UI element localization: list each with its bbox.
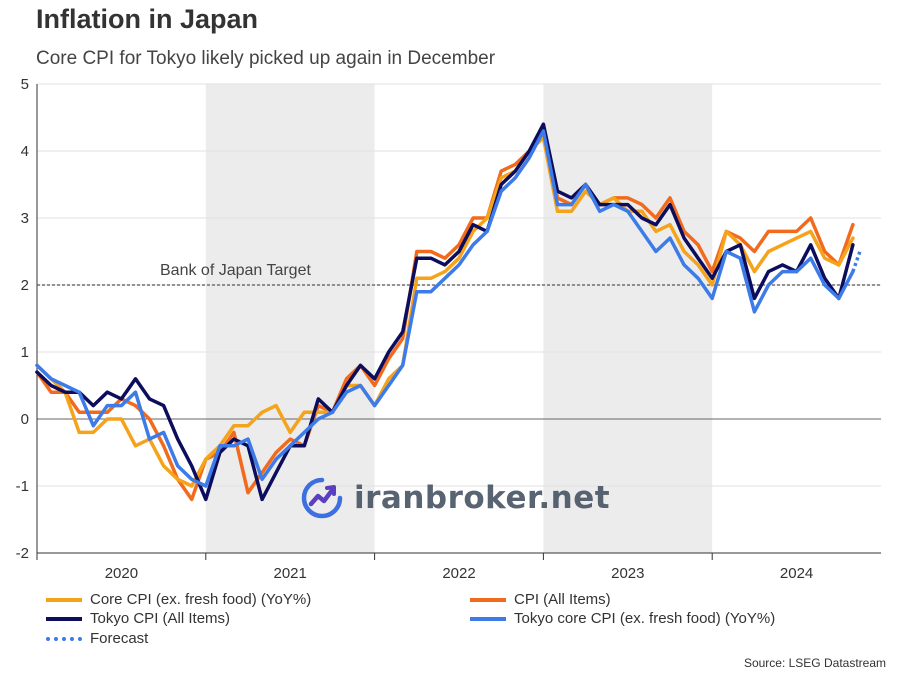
x-tick-label: 2020 [105, 565, 138, 582]
shaded-band-2023 [543, 84, 713, 553]
legend-item-cpi: CPI (All Items) [470, 591, 611, 608]
y-tick-label: 2 [21, 277, 29, 294]
watermark-logo-icon [301, 477, 343, 519]
legend-label-core-cpi: Core CPI (ex. fresh food) (YoY%) [90, 591, 312, 608]
y-tick-label: 3 [21, 210, 29, 227]
y-tick-label: 0 [21, 411, 29, 428]
legend-swatch-cpi [470, 597, 506, 602]
watermark-text: iranbroker.net [354, 480, 611, 516]
legend-swatch-tokyo-cpi [46, 616, 82, 621]
legend-item-core-cpi: Core CPI (ex. fresh food) (YoY%) [46, 591, 311, 608]
y-tick-label: 4 [21, 143, 29, 160]
legend-item-tokyo-core-cpi: Tokyo core CPI (ex. fresh food) (YoY%) [470, 610, 775, 627]
legend-swatch-forecast [46, 636, 82, 641]
tokyo-cpi-line [35, 122, 855, 502]
chart-subtitle: Core CPI for Tokyo likely picked up agai… [36, 48, 496, 69]
y-tick-label: -2 [16, 545, 29, 562]
boj-target-label: Bank of Japan Target [160, 262, 311, 279]
x-tick-label: 2023 [611, 565, 644, 582]
x-tick-label: 2022 [442, 565, 475, 582]
forecast-line [851, 250, 862, 273]
legend-label-cpi: CPI (All Items) [514, 591, 611, 608]
source-note: Source: LSEG Datastream [743, 656, 886, 670]
watermark: iranbroker.net [298, 474, 610, 522]
tokyo-core-cpi-line [35, 129, 855, 488]
x-tick-label: 2021 [274, 565, 307, 582]
shaded-band-2021 [205, 84, 375, 553]
chart-title: Inflation in Japan [36, 4, 259, 34]
legend-swatch-tokyo-core-cpi [470, 616, 506, 621]
legend-label-tokyo-core-cpi: Tokyo core CPI (ex. fresh food) (YoY%) [514, 610, 776, 627]
legend-item-forecast: Forecast [46, 630, 148, 647]
legend-label-tokyo-cpi: Tokyo CPI (All Items) [90, 610, 231, 627]
y-tick-label: 1 [21, 344, 29, 361]
legend-label-forecast: Forecast [90, 630, 149, 647]
x-tick-label: 2024 [780, 565, 813, 582]
y-tick-label: 5 [21, 76, 29, 93]
cpi-line [35, 129, 855, 502]
legend-swatch-core-cpi [46, 597, 82, 602]
y-tick-label: -1 [16, 478, 29, 495]
legend-item-tokyo-cpi: Tokyo CPI (All Items) [46, 610, 230, 627]
